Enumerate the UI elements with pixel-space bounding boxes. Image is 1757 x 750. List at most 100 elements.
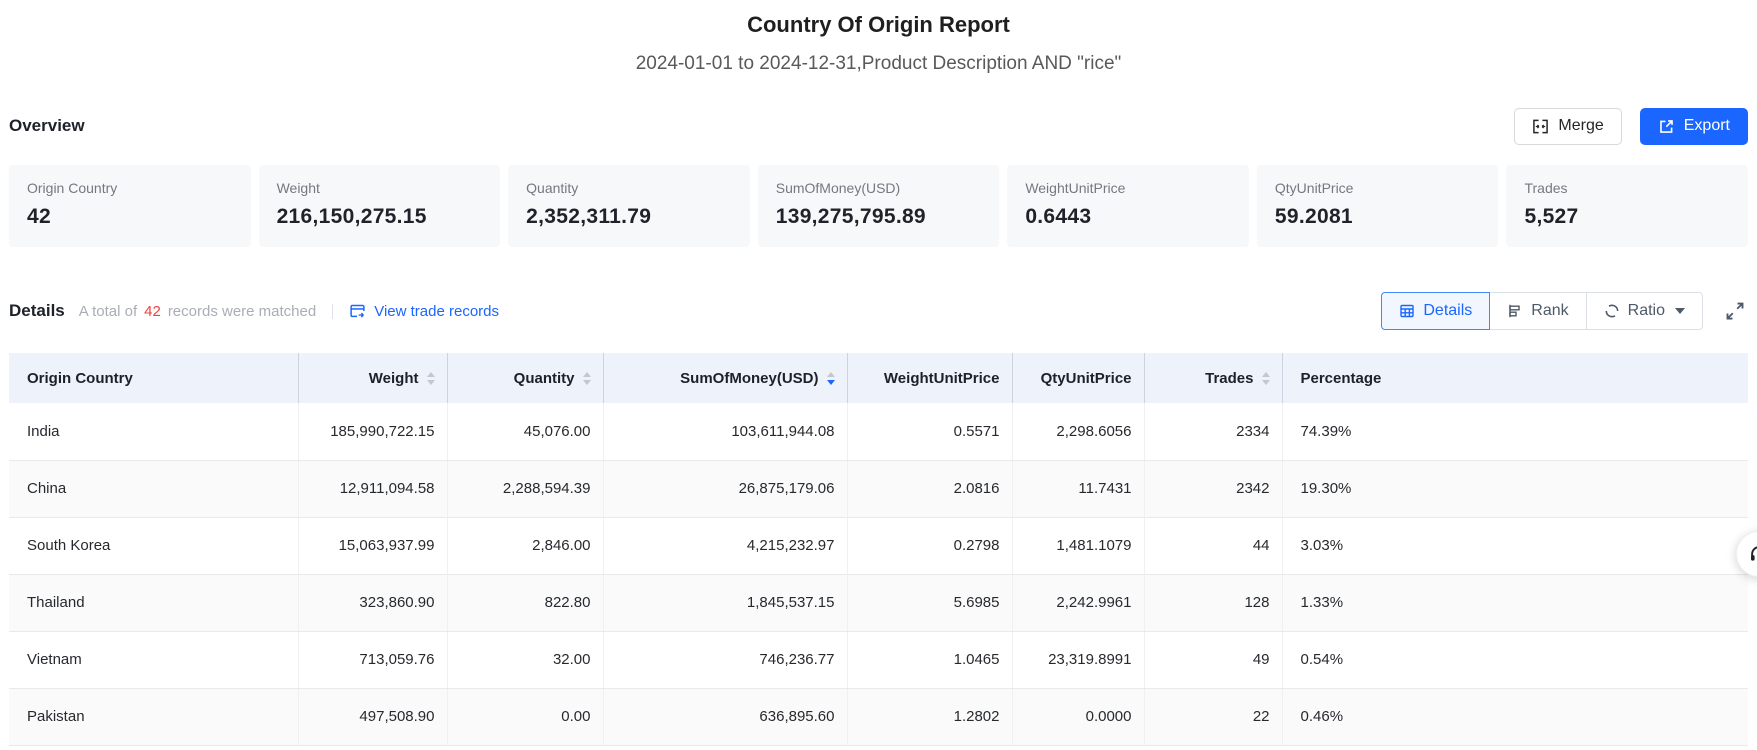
table-cell: 2,298.6056 [1011, 403, 1144, 461]
table-cell: 0.00 [446, 688, 603, 746]
card-label: Quantity [526, 180, 579, 196]
table-cell: 1.2802 [846, 688, 1012, 746]
card-origin-country: Origin Country 42 [9, 165, 251, 247]
page-title: Country Of Origin Report [747, 12, 1010, 37]
match-summary: A total of 42 records were matched [79, 303, 316, 320]
table-cell: 5.6985 [846, 574, 1012, 632]
merge-cells-icon [1532, 118, 1549, 135]
column-label: SumOfMoney(USD) [680, 369, 819, 387]
view-trade-records-link[interactable]: View trade records [349, 303, 499, 320]
sort-toggle-icon[interactable] [582, 371, 591, 385]
table-grid-icon [1399, 303, 1415, 319]
card-label: SumOfMoney(USD) [775, 180, 901, 196]
table-head: Origin Country Weight Quantity SumOfMoney(U… [9, 353, 1748, 403]
table-cell: 822.80 [446, 574, 603, 632]
table-cell: South Korea [9, 517, 298, 575]
headset-icon [1748, 543, 1757, 565]
table-cell: 0.46% [1281, 688, 1748, 746]
view-mode-switcher: Details Rank [1381, 292, 1703, 330]
export-button[interactable]: Export [1639, 107, 1748, 145]
table-row-south-korea: South Korea 15,063,937.99 2,846.00 4,215,23… [9, 517, 1748, 575]
overview-heading: Overview [9, 116, 85, 135]
table-cell: 19.30% [1281, 460, 1748, 518]
column-label: Quantity [513, 369, 575, 387]
table-cell: 0.54% [1281, 631, 1748, 689]
table-cell: 713,059.76 [297, 631, 447, 689]
card-value: 5,527 [1524, 205, 1579, 228]
table-cell: Vietnam [9, 631, 298, 689]
card-value: 42 [27, 205, 51, 228]
table-body: India 185,990,722.15 45,076.00 103,611,944.… [9, 403, 1748, 746]
details-table: Origin Country Weight Quantity SumOfMoney(U… [9, 353, 1748, 746]
tab-rank[interactable]: Rank [1489, 292, 1587, 330]
table-cell: 497,508.90 [297, 688, 447, 746]
column-header-quantity[interactable]: Quantity [446, 353, 603, 403]
card-weight: Weight 216,150,275.15 [258, 165, 501, 247]
overview-cards: Origin Country 42 Weight 216,150,275.15 … [9, 165, 1749, 247]
table-cell: 1,845,537.15 [602, 574, 847, 632]
card-trades: Trades 5,527 [1506, 165, 1749, 247]
card-qty-unit-price: QtyUnitPrice 59.2081 [1256, 165, 1499, 247]
table-cell: 12,911,094.58 [297, 460, 447, 518]
details-heading: Details [9, 301, 65, 320]
table-cell: 3.03% [1281, 517, 1748, 575]
table-cell: 2,242.9961 [1011, 574, 1144, 632]
table-cell: Thailand [9, 574, 298, 632]
column-header-weight[interactable]: Weight [297, 353, 447, 403]
report-subtitle: 2024-01-01 to 2024-12-31,Product Descrip… [635, 53, 1122, 74]
table-cell: 1,481.1079 [1011, 517, 1144, 575]
sort-toggle-icon[interactable] [1261, 371, 1270, 385]
match-count: 42 [144, 302, 161, 320]
card-label: Weight [276, 180, 320, 196]
table-row-vietnam: Vietnam 713,059.76 32.00 746,236.77 1.0465 23… [9, 631, 1748, 689]
fullscreen-button[interactable] [1722, 298, 1748, 324]
table-row-india: India 185,990,722.15 45,076.00 103,611,944.… [9, 403, 1748, 461]
card-label: Trades [1524, 180, 1568, 196]
table-row-china: China 12,911,094.58 2,288,594.39 26,875,179… [9, 460, 1748, 518]
table-cell: 15,063,937.99 [297, 517, 447, 575]
fullscreen-expand-icon [1725, 301, 1745, 321]
column-header-origin-country: Origin Country [9, 353, 298, 403]
card-label: WeightUnitPrice [1025, 180, 1126, 196]
table-row-pakistan: Pakistan 497,508.90 0.00 636,895.60 1.2802 0.… [9, 688, 1748, 746]
match-suffix: records were matched [167, 302, 317, 320]
column-header-sumofmoney-usd-[interactable]: SumOfMoney(USD) [602, 353, 847, 403]
trade-records-icon [349, 303, 366, 320]
column-label: Percentage [1300, 369, 1382, 387]
table-cell: 185,990,722.15 [297, 403, 447, 461]
tab-details[interactable]: Details [1381, 292, 1491, 330]
column-label: QtyUnitPrice [1040, 369, 1132, 387]
card-value: 2,352,311.79 [526, 205, 652, 228]
table-cell: 32.00 [446, 631, 603, 689]
table-cell: 128 [1143, 574, 1282, 632]
table-cell: 45,076.00 [446, 403, 603, 461]
column-header-percentage: Percentage [1281, 353, 1748, 403]
sort-toggle-icon[interactable] [426, 371, 435, 385]
overview-header-row: Overview Merge Export [9, 107, 1748, 145]
view-trade-records-label: View trade records [374, 302, 500, 320]
table-cell: 1.0465 [846, 631, 1012, 689]
table-cell: India [9, 403, 298, 461]
sort-toggle-icon[interactable] [826, 371, 835, 385]
table-cell: 11.7431 [1011, 460, 1144, 518]
table-header-row: Origin Country Weight Quantity SumOfMoney(U… [9, 353, 1748, 403]
table-cell: 0.0000 [1011, 688, 1144, 746]
table-cell: 323,860.90 [297, 574, 447, 632]
merge-button[interactable]: Merge [1514, 107, 1622, 145]
match-prefix: A total of [78, 302, 138, 320]
table-cell: 0.2798 [846, 517, 1012, 575]
tab-details-label: Details [1423, 302, 1473, 319]
export-icon [1658, 118, 1675, 135]
column-label: WeightUnitPrice [883, 369, 1000, 387]
card-value: 139,275,795.89 [775, 205, 926, 228]
merge-button-label: Merge [1558, 117, 1604, 134]
table-cell: 2.0816 [846, 460, 1012, 518]
card-weight-unit-price: WeightUnitPrice 0.6443 [1007, 165, 1249, 247]
tab-ratio[interactable]: Ratio [1585, 292, 1703, 330]
table-cell: 2,288,594.39 [446, 460, 603, 518]
table-cell: 23,319.8991 [1011, 631, 1144, 689]
table-cell: 1.33% [1281, 574, 1748, 632]
rank-icon [1507, 303, 1523, 319]
column-header-trades[interactable]: Trades [1143, 353, 1282, 403]
